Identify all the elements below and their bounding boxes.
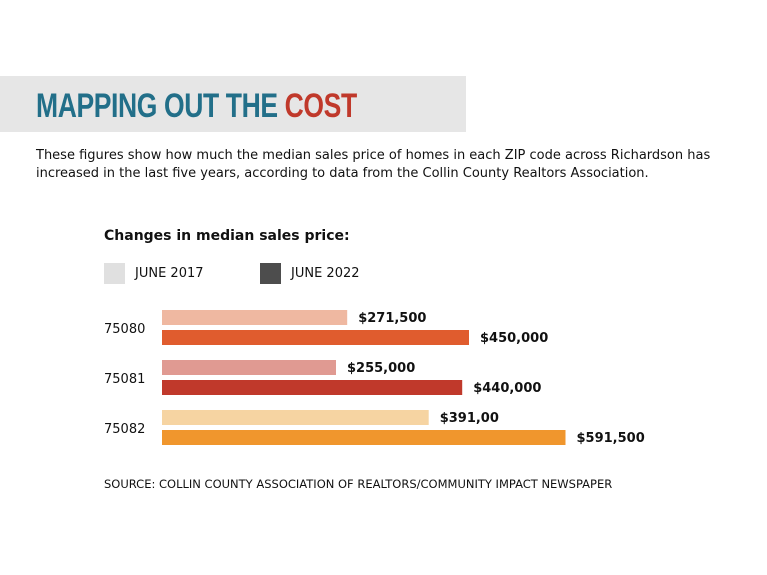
intro-text: These figures show how much the median s… <box>36 148 711 181</box>
title-band <box>0 76 466 132</box>
legend-label-2017: JUNE 2017 <box>135 265 204 281</box>
bar-75080-2017 <box>162 310 348 325</box>
legend-item-2022: JUNE 2022 <box>260 262 360 284</box>
value-label-75080-2022: $450,000 <box>480 331 548 346</box>
value-label-75082-2022: $591,500 <box>577 431 645 446</box>
category-label-75081: 75081 <box>104 372 145 387</box>
chart-title: Changes in median sales price: <box>104 228 350 244</box>
bar-75081-2017 <box>162 360 336 375</box>
category-label-75082: 75082 <box>104 422 145 437</box>
title-main: MAPPING OUT THE <box>36 87 285 125</box>
source-note: SOURCE: COLLIN COUNTY ASSOCIATION OF REA… <box>104 477 613 491</box>
value-label-75080-2017: $271,500 <box>358 311 426 326</box>
legend-item-2017: JUNE 2017 <box>104 262 204 284</box>
bar-75081-2022 <box>162 380 463 395</box>
value-label-75081-2017: $255,000 <box>347 361 415 376</box>
bar-75080-2022 <box>162 330 469 345</box>
title-accent: COST <box>284 87 358 125</box>
value-label-75081-2022: $440,000 <box>473 381 541 396</box>
category-label-75080: 75080 <box>104 322 145 337</box>
bar-75082-2017 <box>162 410 429 425</box>
legend-label-2022: JUNE 2022 <box>291 265 360 281</box>
page-title: MAPPING OUT THE COST <box>36 86 357 126</box>
value-label-75082-2017: $391,00 <box>440 411 499 426</box>
legend-swatch-2017 <box>104 262 125 284</box>
legend-swatch-2022 <box>260 262 281 284</box>
bar-75082-2022 <box>162 430 566 445</box>
